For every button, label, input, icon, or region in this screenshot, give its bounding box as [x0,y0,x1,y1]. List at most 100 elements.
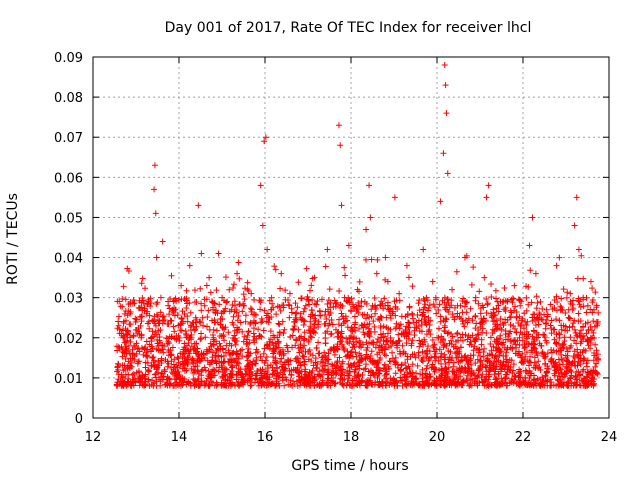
data-point [188,365,195,372]
data-point [177,350,184,357]
data-point [153,346,160,353]
data-point [126,321,133,328]
data-point [171,312,178,319]
data-point [510,367,517,374]
data-point [556,254,563,261]
data-point [511,376,518,383]
data-point [364,321,371,328]
data-point [566,324,573,331]
data-point [590,329,597,336]
data-point [381,295,388,302]
data-point [479,371,486,378]
data-point [542,372,549,379]
data-point [416,307,423,314]
data-point [580,346,587,353]
data-point [526,358,533,365]
data-point [139,294,146,301]
data-point [589,285,596,292]
data-point [500,339,507,346]
data-point [563,294,570,301]
data-point [213,367,220,374]
data-point [304,293,311,300]
data-point [337,375,344,382]
data-point [230,313,237,320]
data-point [232,341,239,348]
data-point [170,382,177,389]
data-point [539,305,546,312]
data-point [364,344,371,351]
data-point [515,319,522,326]
data-point [488,281,495,288]
y-tick-label: 0 [75,412,83,427]
data-point [152,361,159,368]
data-point [520,360,527,367]
data-point [587,345,594,352]
data-point [122,296,129,303]
data-point [323,315,330,322]
data-point [377,301,384,308]
y-tick-label: 0.04 [54,252,83,267]
data-point [523,307,530,314]
data-point [477,305,484,312]
data-point [470,264,477,271]
data-point [415,349,422,356]
data-point [376,316,383,323]
data-point [483,309,490,316]
data-point [147,299,154,306]
data-point [402,376,409,383]
data-point [144,301,151,308]
data-point [437,339,444,346]
data-point [343,335,350,342]
data-point [297,341,304,348]
data-point [590,367,597,374]
data-point [362,256,369,263]
data-point [250,311,257,318]
data-point [286,368,293,375]
data-point [468,281,475,288]
data-point [411,351,418,358]
data-point [322,340,329,347]
data-point [252,349,259,356]
data-point [322,335,329,342]
data-point [537,298,544,305]
data-point [230,349,237,356]
data-point [382,276,389,283]
data-point [313,364,320,371]
data-point [568,342,575,349]
data-point [479,325,486,332]
data-point [285,301,292,308]
data-point [530,327,537,334]
data-point [583,330,590,337]
data-point [168,317,175,324]
data-point [439,297,446,304]
data-point [461,323,468,330]
data-point [572,373,579,380]
y-tick-label: 0.05 [54,211,83,226]
data-point [590,318,597,325]
data-point [293,314,300,321]
data-point [585,326,592,333]
data-point [269,300,276,307]
data-point [423,294,430,301]
data-point [191,327,198,334]
data-point [377,338,384,345]
data-point [329,367,336,374]
data-point [244,332,251,339]
data-point [467,305,474,312]
data-point [570,320,577,327]
data-point [580,366,587,373]
x-tick-label: 18 [343,430,360,445]
data-point [533,348,540,355]
data-point [577,304,584,311]
data-point [289,344,296,351]
data-point [405,274,412,281]
y-tick-label: 0.07 [54,131,83,146]
data-point [192,363,199,370]
data-point [306,301,313,308]
data-point [382,341,389,348]
data-point [562,309,569,316]
data-point [497,332,504,339]
data-point [122,355,129,362]
data-point [437,354,444,361]
data-point [553,293,560,300]
